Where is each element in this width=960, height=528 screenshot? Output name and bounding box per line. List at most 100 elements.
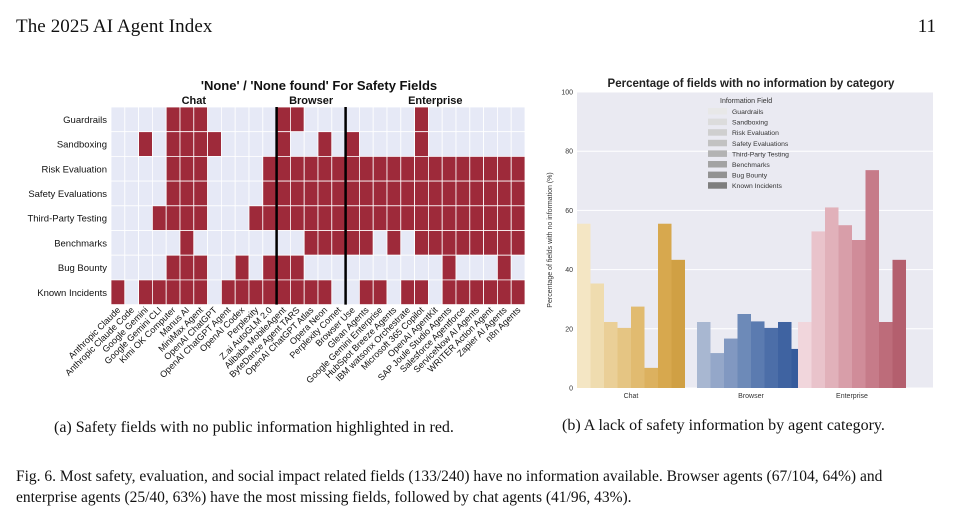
heatmap-cell: [220, 254, 236, 281]
heatmap-cell: [386, 131, 402, 157]
heatmap-cell: [289, 230, 305, 256]
heatmap-cell: [455, 230, 471, 256]
y-tick-label: 60: [565, 208, 573, 215]
heatmap-cell: [193, 180, 209, 207]
heatmap-cell: [234, 180, 250, 207]
bar-chart-title: Percentage of fields with no information…: [608, 78, 896, 90]
bar: [697, 321, 711, 388]
heatmap-cell: [220, 106, 236, 133]
heatmap-cell: [262, 106, 278, 133]
heatmap-cell: [386, 230, 402, 256]
heatmap-cell: [496, 205, 512, 231]
heatmap-cell: [414, 180, 429, 207]
subcaption-b: (b) A lack of safety information by agen…: [562, 417, 885, 434]
heatmap-cell: [427, 156, 443, 182]
heatmap-cell: [455, 254, 471, 281]
heatmap-cell: [124, 279, 140, 305]
heatmap-cell: [372, 180, 388, 207]
heatmap-chart: 'None' / 'None found' For Safety Fields …: [27, 78, 526, 385]
heatmap-cell: [483, 205, 498, 231]
legend-label: Guardrails: [732, 109, 764, 116]
heatmap-cell: [358, 279, 374, 305]
heatmap-cell: [110, 254, 126, 281]
bar: [710, 353, 724, 388]
heatmap-cell: [289, 106, 305, 133]
bar: [811, 231, 825, 388]
legend-label: Bug Bounty: [732, 173, 768, 180]
heatmap-cell: [469, 156, 484, 182]
legend-title: Information Field: [720, 98, 772, 105]
heatmap-group-label: Browser: [289, 95, 334, 107]
heatmap-cell: [179, 106, 195, 133]
heatmap-cell: [331, 180, 346, 207]
legend-swatch: [708, 182, 727, 189]
heatmap-cell: [124, 254, 140, 281]
running-title: The 2025 AI Agent Index: [16, 16, 213, 37]
heatmap-cell: [345, 131, 360, 157]
bar: [778, 321, 792, 388]
heatmap-cell: [138, 156, 153, 182]
bar: [737, 314, 751, 388]
heatmap-cell: [234, 156, 250, 182]
heatmap-cell: [386, 254, 402, 281]
heatmap-cell: [483, 131, 498, 157]
heatmap-cell: [317, 205, 333, 231]
bar: [825, 207, 839, 388]
heatmap-cell: [358, 156, 374, 182]
heatmap-cell: [331, 131, 346, 157]
heatmap-cell: [510, 156, 526, 182]
heatmap-cell: [138, 230, 153, 256]
bar: [631, 306, 645, 388]
heatmap-cell: [289, 279, 305, 305]
heatmap-cell: [496, 230, 512, 256]
heatmap-cell: [441, 156, 457, 182]
bar: [577, 223, 591, 388]
heatmap-cell: [414, 254, 429, 281]
heatmap-cell: [303, 254, 319, 281]
heatmap-cell: [427, 106, 443, 133]
heatmap-cell: [317, 156, 333, 182]
heatmap-cell: [193, 279, 209, 305]
heatmap-cell: [110, 205, 126, 231]
heatmap-cell: [469, 205, 484, 231]
heatmap-cell: [427, 230, 443, 256]
heatmap-cell: [138, 205, 153, 231]
heatmap-cell: [400, 230, 415, 256]
figure-a: 'None' / 'None found' For Safety Fields …: [14, 74, 534, 414]
legend-label: Third-Party Testing: [732, 151, 789, 158]
heatmap-cell: [234, 279, 250, 305]
heatmap-cell: [276, 230, 291, 256]
heatmap-cell: [469, 254, 484, 281]
heatmap-cell: [220, 279, 236, 305]
heatmap-cell: [151, 106, 167, 133]
heatmap-cell: [151, 254, 167, 281]
figure-caption: Fig. 6. Most safety, evaluation, and soc…: [16, 468, 883, 506]
x-tick-label: Browser: [738, 393, 764, 400]
heatmap-cell: [317, 131, 333, 157]
heatmap-cell: [455, 156, 471, 182]
heatmap-cell: [483, 279, 498, 305]
heatmap-cell: [441, 279, 457, 305]
heatmap-cell: [138, 254, 153, 281]
heatmap-cell: [455, 131, 471, 157]
heatmap-cell: [151, 156, 167, 182]
heatmap-cell: [193, 205, 209, 231]
heatmap-cell: [220, 156, 236, 182]
heatmap-cell: [496, 131, 512, 157]
heatmap-cell: [331, 205, 346, 231]
heatmap-cell: [151, 205, 167, 231]
heatmap-cell: [427, 205, 443, 231]
heatmap-row-label: Safety Evaluations: [28, 189, 107, 200]
bar: [838, 225, 852, 388]
legend-swatch: [708, 171, 727, 179]
subcaption-a: (a) Safety fields with no public informa…: [54, 419, 454, 436]
legend-swatch: [708, 161, 727, 168]
heatmap-cell: [262, 131, 278, 157]
heatmap-cell: [220, 205, 236, 231]
heatmap-cell: [317, 230, 333, 256]
heatmap-cell: [289, 254, 305, 281]
heatmap-cell: [455, 205, 471, 231]
heatmap-cell: [262, 254, 278, 281]
bar: [658, 223, 672, 388]
heatmap-cell: [483, 156, 498, 182]
